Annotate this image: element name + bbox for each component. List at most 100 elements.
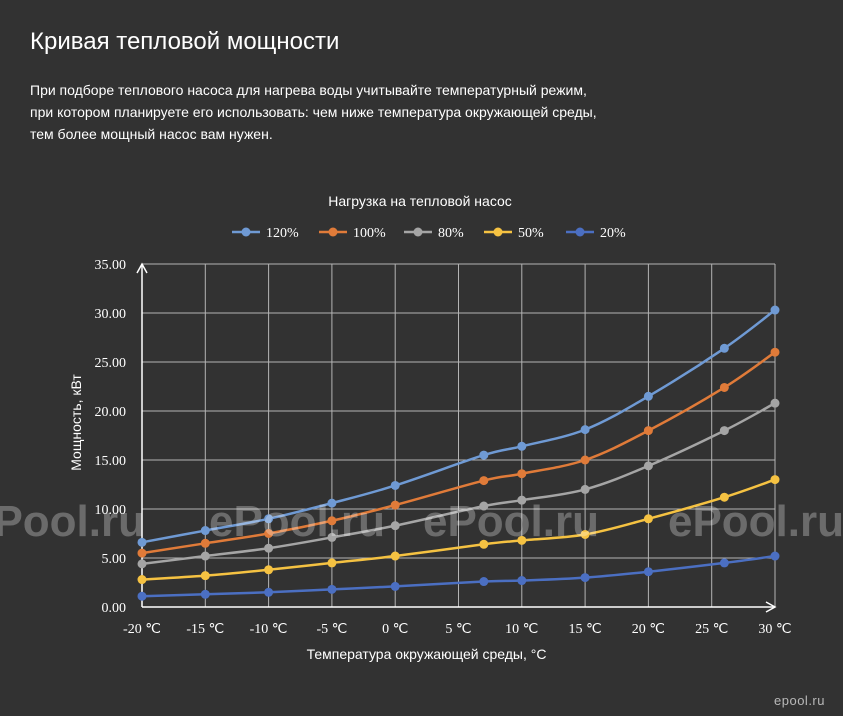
data-point — [580, 573, 590, 583]
data-point — [479, 539, 489, 549]
data-point — [770, 347, 780, 357]
legend-label: 80% — [438, 226, 464, 241]
data-point — [327, 532, 337, 542]
legend-marker — [493, 227, 503, 237]
description-line: при котором планируете его использовать:… — [30, 104, 597, 120]
data-point — [719, 382, 729, 392]
x-tick-label: -5 ℃ — [316, 622, 347, 637]
data-point — [200, 589, 210, 599]
watermark-text: ePool.ru — [423, 497, 599, 546]
data-point — [770, 398, 780, 408]
legend-marker — [575, 227, 585, 237]
data-point — [643, 461, 653, 471]
data-point — [479, 450, 489, 460]
legend-marker — [328, 227, 338, 237]
data-point — [580, 484, 590, 494]
data-point — [580, 529, 590, 539]
data-point — [390, 521, 400, 531]
data-point — [580, 455, 590, 465]
data-point — [719, 426, 729, 436]
data-point — [479, 476, 489, 486]
data-point — [200, 526, 210, 536]
data-point — [264, 587, 274, 597]
data-point — [327, 584, 337, 594]
y-tick-label: 0.00 — [102, 601, 127, 616]
data-point — [137, 591, 147, 601]
x-tick-label: 25 ℃ — [695, 622, 728, 637]
x-axis-title: Температура окружающей среды, °C — [307, 646, 547, 662]
y-tick-label: 35.00 — [95, 258, 127, 273]
data-point — [390, 581, 400, 591]
chart-title: Нагрузка на тепловой насос — [328, 193, 512, 209]
data-point — [390, 480, 400, 490]
description-line: тем более мощный насос вам нужен. — [30, 126, 273, 142]
page-title: Кривая тепловой мощности — [30, 28, 340, 55]
data-point — [643, 514, 653, 524]
data-point — [264, 543, 274, 553]
data-point — [200, 538, 210, 548]
data-point — [517, 495, 527, 505]
data-point — [327, 558, 337, 568]
y-tick-label: 15.00 — [95, 454, 127, 469]
data-point — [770, 305, 780, 315]
data-point — [137, 548, 147, 558]
y-tick-label: 30.00 — [95, 307, 127, 322]
page-description: При подборе теплового насоса для нагрева… — [30, 79, 670, 145]
y-axis-title: Мощность, кВт — [68, 374, 84, 471]
x-tick-label: 5 ℃ — [445, 622, 471, 637]
description-line: При подборе теплового насоса для нагрева… — [30, 82, 587, 98]
y-tick-label: 25.00 — [95, 356, 127, 371]
data-point — [264, 565, 274, 575]
data-point — [643, 426, 653, 436]
watermark-text: ePool.ru — [0, 497, 145, 546]
x-axis-arrow — [765, 601, 777, 613]
data-point — [390, 551, 400, 561]
watermark-text: ePool.ru — [209, 497, 385, 546]
data-point — [770, 475, 780, 485]
data-point — [643, 567, 653, 577]
data-point — [719, 558, 729, 568]
y-tick-label: 5.00 — [102, 552, 127, 567]
x-tick-label: 30 ℃ — [758, 622, 791, 637]
y-tick-label: 20.00 — [95, 405, 127, 420]
data-point — [200, 551, 210, 561]
data-point — [200, 571, 210, 581]
legend-label: 50% — [518, 226, 544, 241]
x-tick-label: -20 ℃ — [123, 622, 161, 637]
legend-label: 20% — [600, 226, 626, 241]
data-point — [719, 343, 729, 353]
data-point — [517, 469, 527, 479]
data-point — [327, 516, 337, 526]
data-point — [643, 391, 653, 401]
watermark-text: ePool.ru — [668, 497, 843, 546]
data-point — [580, 425, 590, 435]
x-tick-label: 20 ℃ — [632, 622, 665, 637]
legend-label: 120% — [266, 226, 299, 241]
legend-label: 100% — [353, 226, 386, 241]
data-point — [517, 535, 527, 545]
data-point — [390, 500, 400, 510]
x-tick-label: -10 ℃ — [250, 622, 288, 637]
y-axis-arrow — [136, 262, 148, 274]
legend-marker — [413, 227, 423, 237]
y-tick-label: 10.00 — [95, 503, 127, 518]
x-tick-label: 15 ℃ — [568, 622, 601, 637]
data-point — [264, 514, 274, 524]
x-tick-label: 0 ℃ — [382, 622, 408, 637]
data-point — [137, 575, 147, 585]
data-point — [137, 537, 147, 547]
data-point — [479, 577, 489, 587]
data-point — [770, 551, 780, 561]
site-logo: epool.ru — [774, 693, 825, 708]
x-tick-label: -15 ℃ — [186, 622, 224, 637]
data-point — [327, 498, 337, 508]
data-point — [264, 529, 274, 538]
data-point — [719, 492, 729, 502]
data-point — [479, 501, 489, 511]
data-point — [517, 576, 527, 586]
data-point — [137, 559, 147, 569]
x-tick-label: 10 ℃ — [505, 622, 538, 637]
data-point — [517, 441, 527, 451]
legend-marker — [241, 227, 251, 237]
